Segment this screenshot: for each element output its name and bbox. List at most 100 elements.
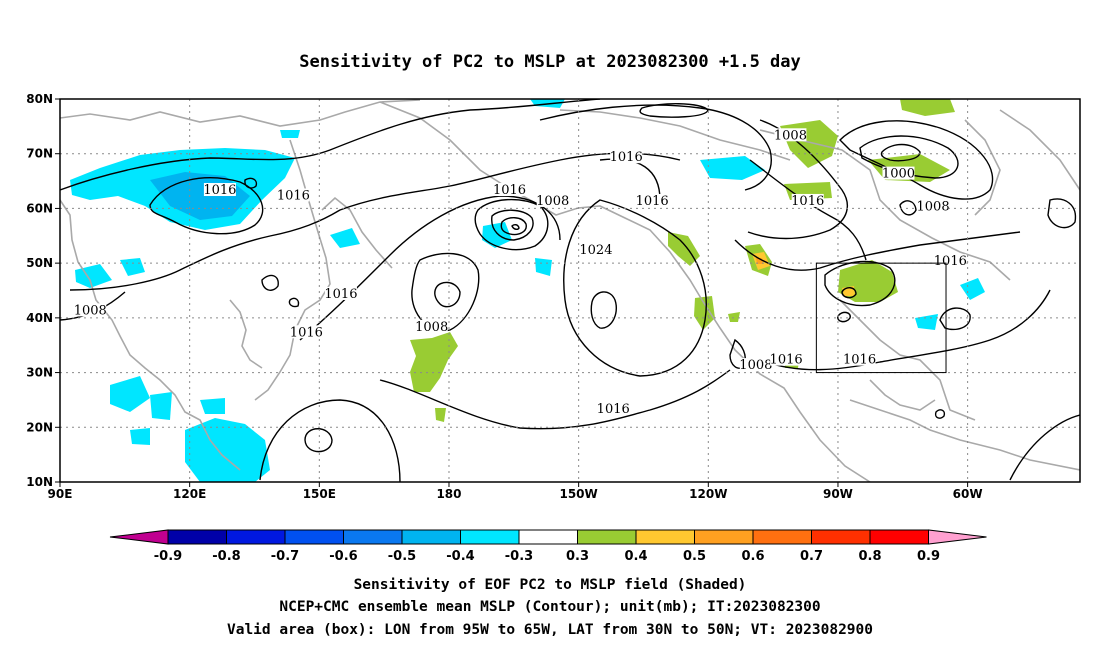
figure-title: Sensitivity of PC2 to MSLP at 2023082300… bbox=[299, 52, 801, 72]
contour-label-bg bbox=[774, 128, 807, 142]
valid-area-box bbox=[815, 262, 947, 374]
lon-tick-label: 150E bbox=[303, 487, 336, 501]
colorbar-segment bbox=[167, 529, 227, 545]
contour-label-bg bbox=[415, 319, 448, 333]
lat-tick-label: 20N bbox=[26, 420, 53, 434]
contour-label-bg bbox=[636, 193, 669, 207]
contour-label-bg bbox=[203, 183, 236, 197]
colorbar-segment bbox=[343, 529, 403, 545]
lat-tick-labels: 80N 70N 60N 50N 40N 30N 20N 10N bbox=[26, 92, 60, 489]
colorbar-segment bbox=[694, 529, 754, 545]
contour-label-bg bbox=[290, 325, 323, 339]
lat-tick-label: 40N bbox=[26, 311, 53, 325]
colorbar-segment bbox=[577, 529, 637, 545]
lat-tick-label: 70N bbox=[26, 147, 53, 161]
caption-line-3: Valid area (box): LON from 95W to 65W, L… bbox=[227, 622, 873, 638]
caption-line-2: NCEP+CMC ensemble mean MSLP (Contour); u… bbox=[279, 599, 820, 615]
contour-label: 1016 bbox=[277, 188, 310, 203]
colorbar-segment bbox=[460, 529, 520, 545]
colorbar-segment bbox=[284, 529, 344, 545]
contour-label-bg bbox=[770, 352, 803, 366]
colorbar-label: -0.5 bbox=[388, 549, 416, 564]
lon-tick-label: 150W bbox=[559, 487, 597, 501]
contour-label-bg bbox=[917, 199, 950, 213]
colorbar-label: -0.3 bbox=[505, 549, 533, 564]
colorbar-low-triangle bbox=[109, 529, 169, 545]
colorbar-segment bbox=[869, 529, 929, 545]
contour-label: 1016 bbox=[610, 150, 643, 165]
contour-label-bg bbox=[324, 286, 357, 300]
caption: Sensitivity of EOF PC2 to MSLP field (Sh… bbox=[227, 577, 873, 638]
colorbar-label: -0.8 bbox=[212, 549, 240, 564]
colorbar: -0.9 -0.8 -0.7 -0.6 -0.5 -0.4 -0.3 0.3 0.4 0.5 0.6… bbox=[109, 529, 987, 564]
caption-line-1: Sensitivity of EOF PC2 to MSLP field (Sh… bbox=[354, 577, 747, 593]
lon-tick-label: 90W bbox=[823, 487, 853, 501]
contour-label-bg bbox=[882, 166, 915, 180]
colorbar-segment bbox=[401, 529, 461, 545]
contour-label: 1008 bbox=[536, 194, 569, 209]
lat-tick-label: 60N bbox=[26, 201, 53, 215]
colorbar-label: 0.8 bbox=[858, 549, 881, 564]
contour-label: 1016 bbox=[324, 287, 357, 302]
contour-label: 1016 bbox=[843, 353, 876, 368]
contour-label: 1016 bbox=[597, 402, 630, 417]
contour-label-bg bbox=[579, 243, 612, 257]
contour-label: 1008 bbox=[74, 303, 107, 318]
contour-label: 1016 bbox=[770, 353, 803, 368]
contour-label: 1000 bbox=[882, 167, 915, 182]
colorbar-label: 0.3 bbox=[566, 549, 589, 564]
colorbar-segment bbox=[752, 529, 812, 545]
colorbar-label: 0.6 bbox=[741, 549, 764, 564]
colorbar-segment bbox=[811, 529, 871, 545]
lon-tick-label: 180 bbox=[436, 487, 461, 501]
contour-label: 1016 bbox=[934, 254, 967, 269]
colorbar-label: -0.7 bbox=[271, 549, 299, 564]
contour-label-bg bbox=[74, 303, 107, 317]
contour-label-bg bbox=[277, 188, 310, 202]
colorbar-label: 0.5 bbox=[683, 549, 706, 564]
colorbar-segment bbox=[518, 529, 578, 545]
contour-label: 1008 bbox=[917, 199, 950, 214]
contour-label: 1024 bbox=[579, 243, 612, 258]
lon-tick-labels: 90E 120E 150E 180 150W 120W 90W 60W bbox=[48, 482, 983, 501]
colorbar-label: -0.4 bbox=[446, 549, 474, 564]
contour-label: 1016 bbox=[290, 325, 323, 340]
colorbar-label: 0.7 bbox=[800, 549, 823, 564]
contour-label: 1016 bbox=[203, 183, 236, 198]
lon-tick-label: 120E bbox=[173, 487, 206, 501]
lat-tick-label: 50N bbox=[26, 256, 53, 270]
lat-tick-label: 80N bbox=[26, 92, 53, 106]
colorbar-segment bbox=[635, 529, 695, 545]
contour-label-bg bbox=[791, 193, 824, 207]
contour-label: 1016 bbox=[493, 183, 526, 198]
colorbar-segment bbox=[226, 529, 286, 545]
graticule bbox=[60, 99, 1080, 482]
lon-tick-label: 90E bbox=[48, 487, 73, 501]
lat-tick-label: 10N bbox=[26, 475, 53, 489]
contour-label-bg bbox=[843, 352, 876, 366]
contour-label: 1016 bbox=[791, 194, 824, 209]
coastlines bbox=[60, 99, 1080, 482]
map-frame bbox=[59, 98, 1081, 483]
contour-label-bg bbox=[597, 401, 630, 415]
contour-label: 1016 bbox=[636, 194, 669, 209]
colorbar-label: -0.6 bbox=[329, 549, 357, 564]
lon-tick-label: 60W bbox=[953, 487, 983, 501]
contour-label-bg bbox=[536, 193, 569, 207]
contour-label-bg bbox=[934, 254, 967, 268]
lat-tick-label: 30N bbox=[26, 366, 53, 380]
lon-tick-label: 120W bbox=[689, 487, 727, 501]
contour-label-bg bbox=[739, 358, 772, 372]
contour-label-bg bbox=[610, 150, 643, 164]
contour-label-bg bbox=[493, 183, 526, 197]
contour-label: 1008 bbox=[415, 320, 448, 335]
colorbar-high-triangle bbox=[928, 529, 987, 545]
contour-label: 1008 bbox=[739, 358, 772, 373]
contour-label: 1008 bbox=[774, 128, 807, 143]
colorbar-label: 0.4 bbox=[624, 549, 647, 564]
colorbar-label: -0.9 bbox=[154, 549, 182, 564]
colorbar-label: 0.9 bbox=[917, 549, 940, 564]
